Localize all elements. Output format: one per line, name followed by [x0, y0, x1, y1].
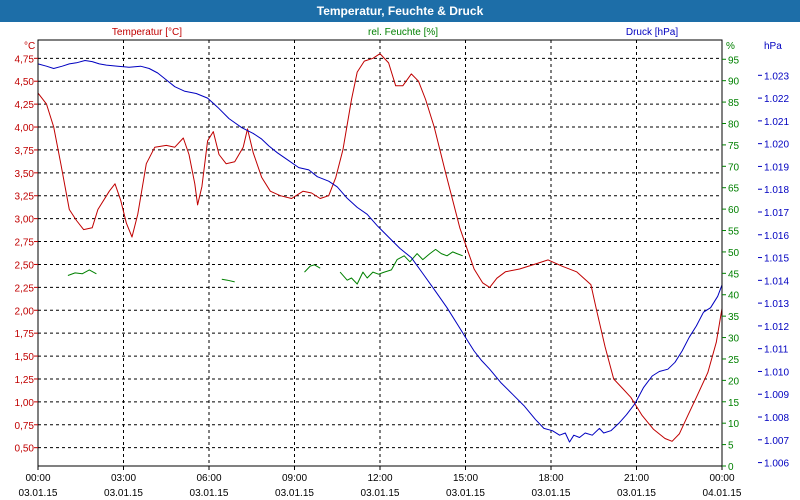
pressure-tick-label: 1.022 — [764, 94, 789, 105]
x-tick-time: 00:00 — [25, 473, 50, 484]
humidity-tick-label: 0 — [728, 462, 734, 473]
temperature-tick-label: 2,75 — [15, 238, 35, 249]
x-tick-date: 03.01.15 — [104, 488, 143, 499]
temperature-tick-label: 3,75 — [15, 146, 35, 157]
temperature-tick-label: 2,25 — [15, 283, 35, 294]
humidity-tick-label: 75 — [728, 141, 740, 152]
x-tick-time: 09:00 — [282, 473, 307, 484]
temperature-tick-label: 4,00 — [15, 123, 35, 134]
x-tick-date: 03.01.15 — [361, 488, 400, 499]
x-tick-time: 06:00 — [196, 473, 221, 484]
temperature-tick-label: 2,50 — [15, 260, 35, 271]
humidity-tick-label: 80 — [728, 119, 740, 130]
humidity-tick-label: 70 — [728, 162, 740, 173]
pressure-tick-label: 1.023 — [764, 71, 789, 82]
window-title: Temperatur, Feuchte & Druck — [0, 0, 800, 22]
humidity-tick-label: 55 — [728, 227, 740, 238]
humidity-tick-label: 35 — [728, 312, 740, 323]
pressure-tick-label: 1.012 — [764, 322, 789, 333]
temperature-axis-title: Temperatur [°C] — [112, 27, 182, 38]
x-tick-date: 03.01.15 — [446, 488, 485, 499]
humidity-tick-label: 65 — [728, 184, 740, 195]
x-tick-date: 03.01.15 — [532, 488, 571, 499]
humidity-tick-label: 20 — [728, 376, 740, 387]
humidity-unit-label: % — [726, 41, 735, 52]
temperature-tick-label: 1,50 — [15, 352, 35, 363]
humidity-tick-label: 85 — [728, 98, 740, 109]
humidity-series-line — [67, 269, 97, 276]
humidity-tick-label: 25 — [728, 355, 740, 366]
humidity-series-line — [304, 264, 321, 273]
pressure-tick-label: 1.006 — [764, 459, 789, 470]
humidity-tick-label: 60 — [728, 205, 740, 216]
pressure-tick-label: 1.021 — [764, 117, 789, 128]
pressure-tick-label: 1.016 — [764, 231, 789, 242]
pressure-tick-label: 1.007 — [764, 436, 789, 447]
temperature-tick-label: 3,50 — [15, 169, 35, 180]
humidity-tick-label: 95 — [728, 55, 740, 66]
x-tick-date: 03.01.15 — [617, 488, 656, 499]
pressure-tick-label: 1.008 — [764, 413, 789, 424]
humidity-axis-title: rel. Feuchte [%] — [368, 27, 438, 38]
pressure-tick-label: 1.010 — [764, 367, 789, 378]
temperature-tick-label: 1,00 — [15, 398, 35, 409]
temperature-tick-label: 4,25 — [15, 100, 35, 111]
humidity-tick-label: 15 — [728, 398, 740, 409]
humidity-tick-label: 45 — [728, 269, 740, 280]
x-tick-date: 03.01.15 — [275, 488, 314, 499]
pressure-tick-label: 1.009 — [764, 390, 789, 401]
pressure-tick-label: 1.017 — [764, 208, 789, 219]
chart-ticks: 00:00 03.01.15 03:00 03.01.15 06:00 03.01.15 0… — [15, 54, 790, 499]
chart-grid — [38, 40, 722, 466]
humidity-tick-label: 50 — [728, 248, 740, 259]
pressure-tick-label: 1.011 — [764, 345, 789, 356]
humidity-tick-label: 40 — [728, 291, 740, 302]
x-tick-date: 03.01.15 — [19, 488, 58, 499]
humidity-series-line — [339, 248, 463, 285]
humidity-tick-label: 30 — [728, 334, 740, 345]
pressure-tick-label: 1.019 — [764, 162, 789, 173]
temperature-tick-label: 0,50 — [15, 444, 35, 455]
humidity-tick-label: 5 — [728, 441, 734, 452]
x-tick-date: 04.01.15 — [703, 488, 742, 499]
pressure-tick-label: 1.018 — [764, 185, 789, 196]
pressure-tick-label: 1.013 — [764, 299, 789, 310]
x-tick-time: 21:00 — [624, 473, 649, 484]
pressure-tick-label: 1.015 — [764, 254, 789, 265]
humidity-tick-label: 10 — [728, 419, 740, 430]
pressure-tick-label: 1.020 — [764, 140, 789, 151]
x-tick-time: 12:00 — [367, 473, 392, 484]
temperature-tick-label: 0,75 — [15, 421, 35, 432]
humidity-tick-label: 90 — [728, 77, 740, 88]
weather-chart: 00:00 03.01.15 03:00 03.01.15 06:00 03.01.15 0… — [15, 27, 790, 499]
temperature-tick-label: 3,25 — [15, 192, 35, 203]
temperature-tick-label: 4,75 — [15, 54, 35, 65]
pressure-tick-label: 1.014 — [764, 276, 789, 287]
temperature-unit-label: °C — [24, 41, 35, 52]
pressure-axis-title: Druck [hPa] — [626, 27, 678, 38]
x-tick-time: 15:00 — [453, 473, 478, 484]
temperature-series-line — [37, 53, 723, 442]
temperature-tick-label: 2,00 — [15, 306, 35, 317]
x-tick-time: 03:00 — [111, 473, 136, 484]
temperature-tick-label: 1,75 — [15, 329, 35, 340]
temperature-tick-label: 4,50 — [15, 77, 35, 88]
temperature-tick-label: 3,00 — [15, 215, 35, 226]
x-tick-date: 03.01.15 — [190, 488, 229, 499]
x-tick-time: 18:00 — [538, 473, 563, 484]
pressure-series-line — [37, 60, 723, 443]
temperature-tick-label: 1,25 — [15, 375, 35, 386]
chart-series — [37, 53, 723, 443]
x-tick-time: 00:00 — [709, 473, 734, 484]
pressure-unit-label: hPa — [764, 41, 782, 52]
humidity-series-line — [221, 278, 235, 283]
